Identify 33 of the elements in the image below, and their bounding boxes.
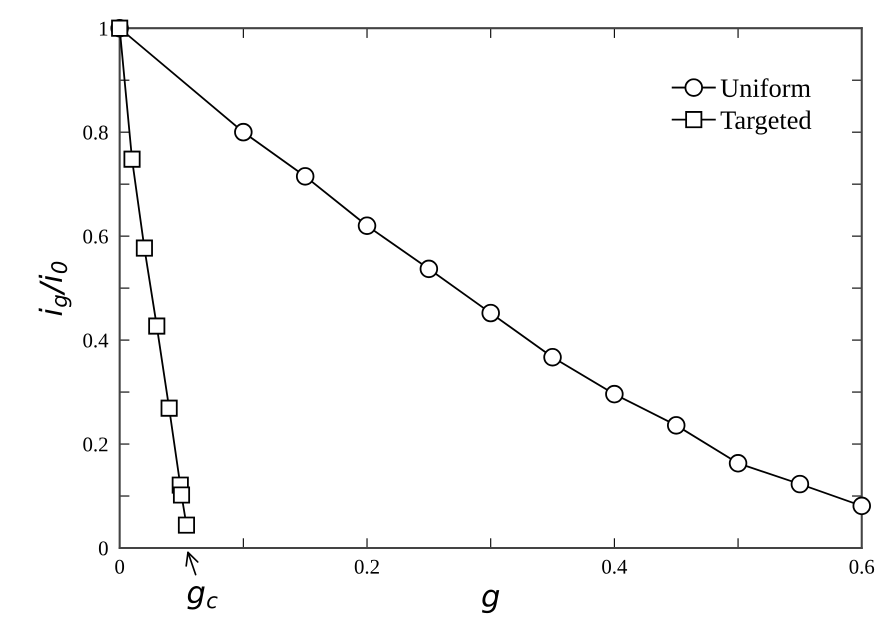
point xyxy=(852,496,871,516)
y-tick-label: 0 xyxy=(98,541,108,556)
point xyxy=(358,216,376,235)
point xyxy=(543,348,562,366)
point xyxy=(178,516,195,534)
point xyxy=(234,122,253,142)
y-tick-label: 0.6 xyxy=(83,230,108,244)
point xyxy=(728,454,748,473)
y-tick-label: 0.4 xyxy=(83,333,108,348)
y-tick-label: 0.2 xyxy=(83,437,108,452)
text: g$_{c}$ xyxy=(187,586,218,610)
point xyxy=(123,150,141,168)
point xyxy=(605,384,624,404)
point xyxy=(136,240,153,257)
point xyxy=(296,167,314,186)
point xyxy=(666,416,686,435)
y-tick-label: 0.8 xyxy=(83,126,108,140)
x-tick-label: 0.6 xyxy=(850,560,874,574)
legend-label: Uniform xyxy=(720,78,811,98)
point xyxy=(148,318,166,335)
y-tick-label: 1 xyxy=(100,22,108,36)
legend-label: Targeted xyxy=(720,110,812,135)
point xyxy=(790,474,810,494)
point xyxy=(111,20,128,37)
point xyxy=(481,304,500,322)
x-tick-label: 0 xyxy=(115,560,124,574)
x-tick-label: 0.4 xyxy=(602,560,628,574)
point xyxy=(172,486,190,504)
x-axis-title: g xyxy=(482,590,500,614)
point xyxy=(160,400,178,417)
y-axis-title: i$_{g}$/i$_{0}$ xyxy=(38,262,72,316)
x-tick-label: 0.2 xyxy=(354,560,379,574)
point xyxy=(420,260,438,278)
